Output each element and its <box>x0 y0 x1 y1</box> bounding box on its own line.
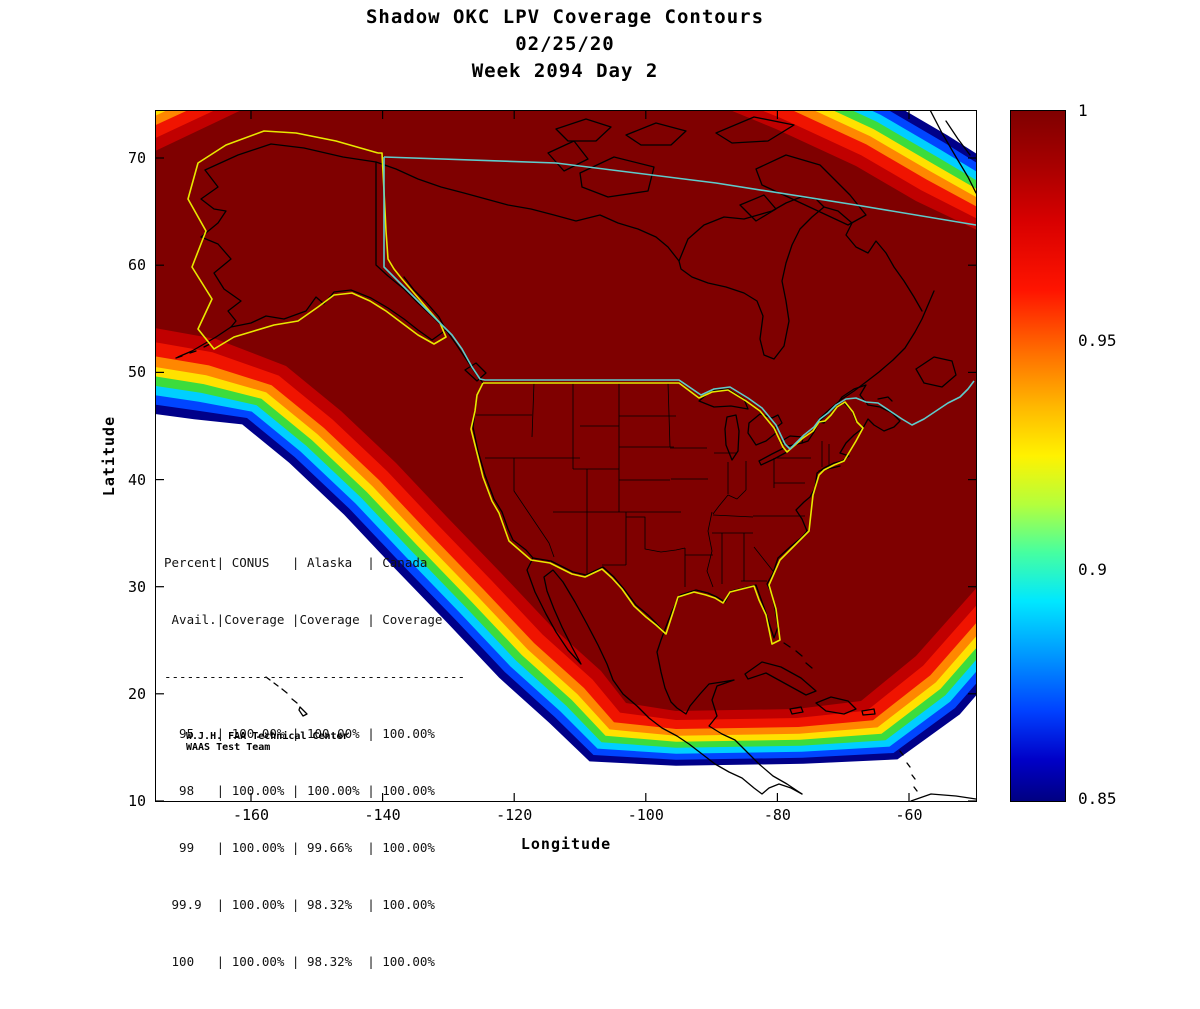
y-tick-label: 60 <box>127 256 146 274</box>
x-tick-label: -80 <box>763 806 791 824</box>
table-separator: ---------------------------------------- <box>164 669 466 684</box>
y-tick-label: 10 <box>127 792 146 810</box>
table-row: 95 | 100.00% | 100.00% | 100.00% <box>164 726 435 741</box>
x-tick-label: -120 <box>496 806 533 824</box>
coverage-contour-map <box>156 111 976 801</box>
y-tick-label: 20 <box>127 685 146 703</box>
coastlines <box>175 111 976 801</box>
table-line: Avail.|Coverage |Coverage | Coverage <box>164 612 443 627</box>
coverage-table-inset: Percent| CONUS | Alaska | Canada Avail.|… <box>164 515 465 1009</box>
contour-bands <box>156 111 976 766</box>
colorbar-tick-label: 0.85 <box>1078 789 1117 808</box>
credit-line-1: W.J.H. FAA Technical Center <box>186 731 349 742</box>
canada-outline <box>383 156 976 450</box>
y-tick-label: 30 <box>127 578 146 596</box>
y-tick-label: 70 <box>127 149 146 167</box>
title-line-1: Shadow OKC LPV Coverage Contours <box>365 6 765 28</box>
table-row: 98 | 100.00% | 100.00% | 100.00% <box>164 783 435 798</box>
x-tick-label: -100 <box>627 806 664 824</box>
page: { "title": { "line1": "Shadow OKC LPV Co… <box>100 4 1117 969</box>
x-axis-label: Longitude <box>520 835 612 853</box>
title-line-3: Week 2094 Day 2 <box>471 60 659 82</box>
y-tick-label: 40 <box>127 471 146 489</box>
contour-band-1 <box>156 111 976 711</box>
table-row: 99 | 100.00% | 99.66% | 100.00% <box>164 840 435 855</box>
credit-line-2: WAAS Test Team <box>186 742 271 753</box>
colorbar-tick-label: 0.9 <box>1078 560 1107 579</box>
title-line-2: 02/25/20 <box>515 33 615 55</box>
axis-ticks <box>156 111 976 801</box>
y-axis-label: Latitude <box>100 415 118 497</box>
colorbar-tick-label: 0.95 <box>1078 331 1117 350</box>
table-row: 99.9 | 100.00% | 98.32% | 100.00% <box>164 897 435 912</box>
table-row: 100 | 100.00% | 98.32% | 100.00% <box>164 954 435 969</box>
credit-text: W.J.H. FAA Technical Center WAAS Test Te… <box>186 731 349 753</box>
colorbar <box>1010 110 1066 802</box>
y-tick-label: 50 <box>127 363 146 381</box>
x-tick-label: -60 <box>895 806 923 824</box>
plot-title: Shadow OKC LPV Coverage Contours 02/25/2… <box>155 4 975 85</box>
colorbar-tick-label: 1 <box>1078 101 1088 120</box>
conus-alaska-outline <box>187 130 864 645</box>
x-tick-label: -140 <box>364 806 401 824</box>
table-line: Percent| CONUS | Alaska | Canada <box>164 555 428 570</box>
x-tick-label: -160 <box>232 806 270 824</box>
state-borders <box>476 382 830 588</box>
plot-axes: Percent| CONUS | Alaska | Canada Avail.|… <box>100 110 977 969</box>
